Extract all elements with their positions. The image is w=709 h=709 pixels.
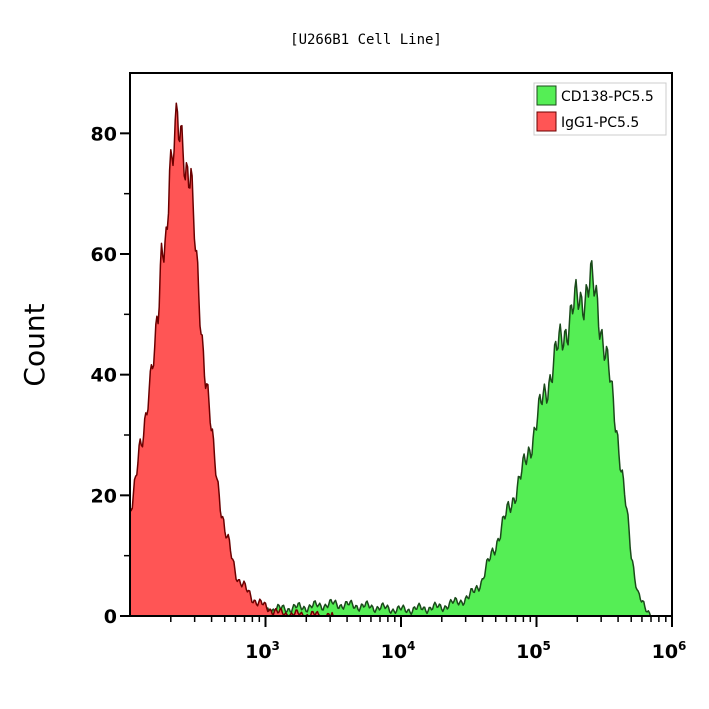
axes-layer: 0 20 40 60 80 103 104 105 106 — [91, 123, 687, 663]
y-tick-label: 40 — [91, 365, 117, 387]
legend-swatch-igg1 — [536, 111, 557, 132]
x-tick-label: 106 — [652, 639, 687, 663]
x-tick-label: 104 — [381, 639, 416, 663]
y-axis-label: Count — [18, 303, 51, 386]
y-tick-label: 80 — [91, 123, 117, 145]
x-tick-label: 103 — [245, 639, 280, 663]
legend-label-cd138: CD138-PC5.5 — [561, 89, 654, 105]
legend: CD138-PC5.5 IgG1-PC5.5 — [533, 82, 667, 136]
series-area-1 — [129, 102, 334, 617]
x-tick-label: 105 — [516, 639, 551, 663]
y-tick-label: 20 — [91, 485, 117, 507]
y-tick-label: 0 — [104, 606, 117, 628]
series-layer — [129, 102, 653, 617]
legend-label-igg1: IgG1-PC5.5 — [561, 115, 639, 131]
y-tick-label: 60 — [91, 244, 117, 266]
chart-title: [U266B1 Cell Line] — [290, 32, 442, 48]
legend-swatch-cd138 — [536, 85, 557, 106]
